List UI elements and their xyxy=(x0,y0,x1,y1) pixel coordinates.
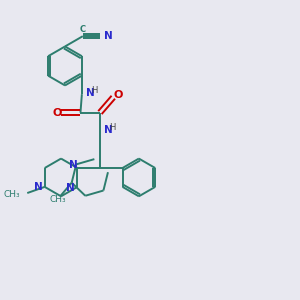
Text: CH₃: CH₃ xyxy=(49,195,66,204)
Text: N: N xyxy=(104,125,113,135)
Text: H: H xyxy=(91,86,98,95)
Text: N: N xyxy=(69,160,78,170)
Text: N: N xyxy=(86,88,95,98)
Text: C: C xyxy=(80,25,86,34)
Text: N: N xyxy=(66,183,75,193)
Text: CH₃: CH₃ xyxy=(4,190,20,199)
Text: O: O xyxy=(113,90,122,100)
Text: H: H xyxy=(109,123,116,132)
Text: O: O xyxy=(52,108,62,118)
Text: N: N xyxy=(103,31,112,41)
Text: N: N xyxy=(34,182,43,192)
